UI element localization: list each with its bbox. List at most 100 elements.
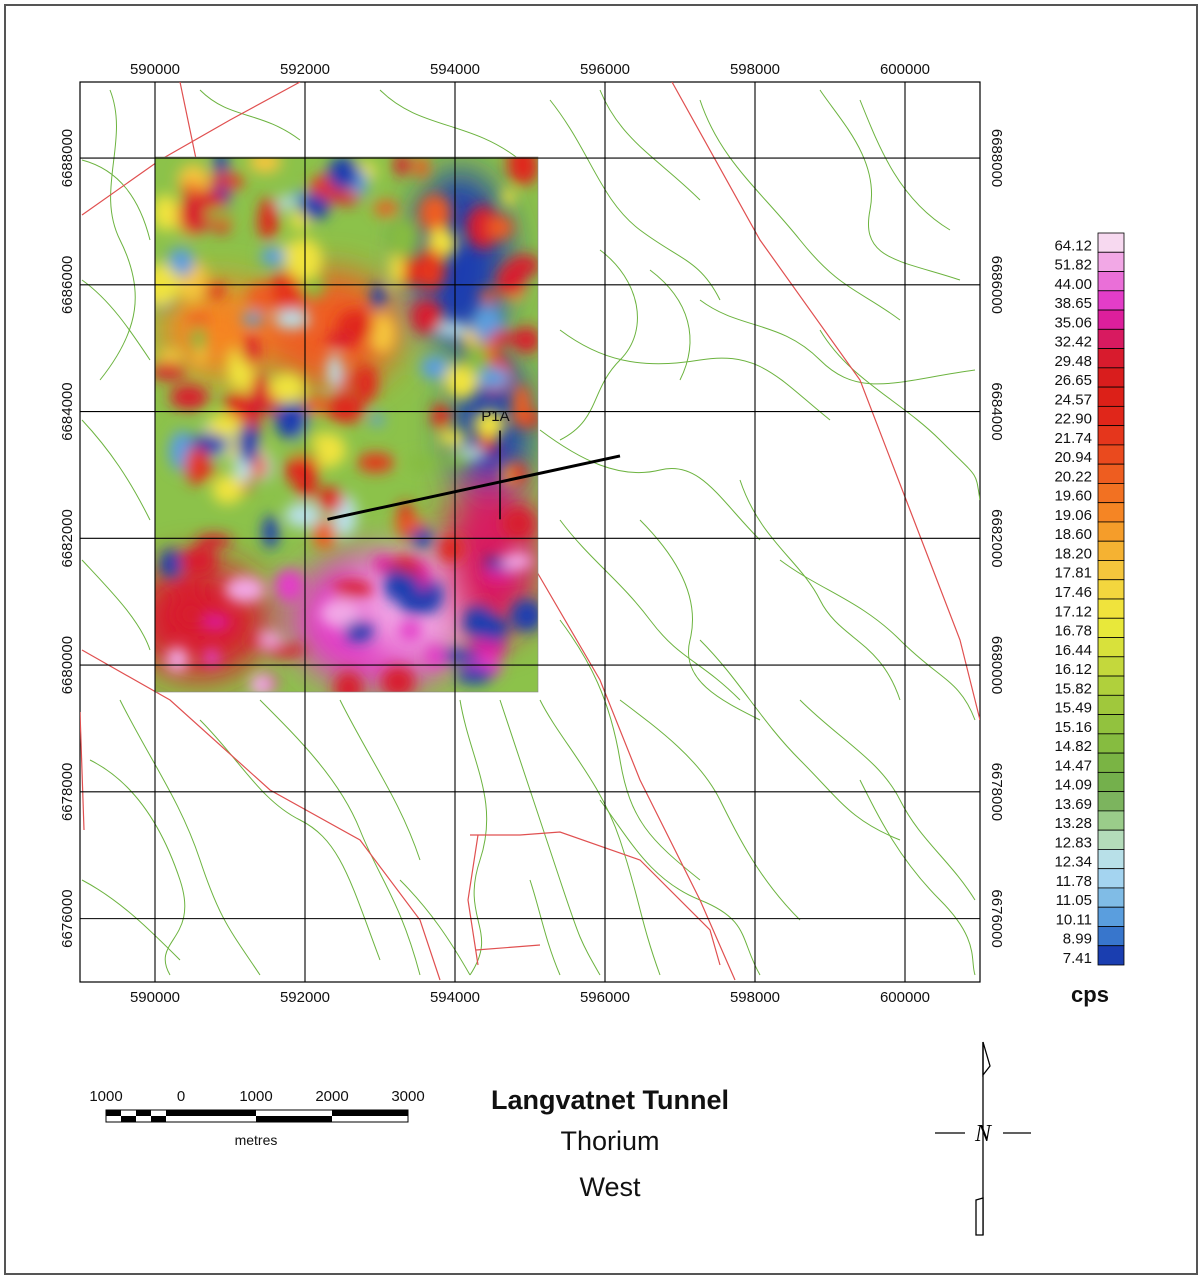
x-tick-label-top: 600000 bbox=[880, 61, 930, 78]
legend-value: 51.82 bbox=[1054, 257, 1092, 274]
legend-swatch bbox=[1097, 251, 1125, 272]
road-line bbox=[859, 779, 976, 976]
y-tick-label-right: 6684000 bbox=[988, 382, 1005, 440]
legend-swatch bbox=[1097, 560, 1125, 581]
x-tick-label-top: 590000 bbox=[130, 61, 180, 78]
profile-label: P1A bbox=[481, 408, 509, 425]
map-subtitle-element: Thorium bbox=[560, 1126, 660, 1156]
legend-swatch bbox=[1097, 425, 1125, 446]
coordinate-labels: 590000 590000 592000 592000 594000 594000 5960… bbox=[59, 61, 1005, 1006]
road-line bbox=[859, 99, 951, 231]
legend-swatch bbox=[1097, 348, 1125, 369]
road-line bbox=[199, 89, 301, 141]
y-tick-label-left: 6676000 bbox=[59, 889, 76, 947]
legend-value: 14.47 bbox=[1054, 757, 1092, 774]
legend-swatch bbox=[1097, 598, 1125, 619]
legend-value: 64.12 bbox=[1054, 237, 1092, 254]
y-tick-label-right: 6682000 bbox=[988, 509, 1005, 567]
road-line bbox=[559, 329, 831, 421]
road-line bbox=[619, 699, 801, 921]
road-line bbox=[99, 89, 136, 381]
map-frame bbox=[4, 4, 1198, 1275]
road-line bbox=[81, 879, 181, 961]
x-tick-label-bottom: 596000 bbox=[580, 989, 630, 1006]
legend-swatch bbox=[1097, 617, 1125, 638]
legend-swatch bbox=[1097, 791, 1125, 812]
road-line bbox=[699, 99, 901, 321]
x-tick-label-bottom: 600000 bbox=[880, 989, 930, 1006]
scale-label: 2000 bbox=[315, 1088, 348, 1105]
x-tick-label-bottom: 594000 bbox=[430, 989, 480, 1006]
x-tick-label-top: 594000 bbox=[430, 61, 480, 78]
fault-line bbox=[81, 82, 301, 216]
road-line bbox=[699, 299, 976, 385]
x-tick-label-bottom: 598000 bbox=[730, 989, 780, 1006]
x-tick-label-bottom: 590000 bbox=[130, 989, 180, 1006]
legend-swatch bbox=[1097, 444, 1125, 465]
legend-value: 17.12 bbox=[1054, 603, 1092, 620]
legend-value: 15.49 bbox=[1054, 700, 1092, 717]
road-line bbox=[499, 699, 601, 976]
legend-value: 8.99 bbox=[1063, 931, 1092, 948]
legend-swatch bbox=[1097, 887, 1125, 908]
road-line bbox=[799, 699, 976, 901]
legend-value: 19.06 bbox=[1054, 507, 1092, 524]
legend-value: 16.78 bbox=[1054, 623, 1092, 640]
north-arrow: N bbox=[935, 1041, 1031, 1236]
y-tick-label-right: 6678000 bbox=[988, 763, 1005, 821]
legend-swatch bbox=[1097, 463, 1125, 484]
legend-value: 18.60 bbox=[1054, 526, 1092, 543]
legend-swatch bbox=[1097, 829, 1125, 850]
x-tick-label-top: 592000 bbox=[280, 61, 330, 78]
road-line bbox=[539, 699, 661, 976]
faults-layer bbox=[80, 82, 980, 981]
fault-line bbox=[80, 711, 85, 831]
legend-value: 32.42 bbox=[1054, 334, 1092, 351]
map-subtitle-area: West bbox=[579, 1172, 641, 1202]
legend-swatch bbox=[1097, 367, 1125, 388]
fault-line bbox=[671, 82, 980, 721]
legend-value: 20.22 bbox=[1054, 468, 1092, 485]
legend-swatch bbox=[1097, 810, 1125, 831]
legend-value: 15.16 bbox=[1054, 719, 1092, 736]
x-tick-label-top: 598000 bbox=[730, 61, 780, 78]
road-line bbox=[559, 249, 638, 441]
scale-unit: metres bbox=[235, 1132, 278, 1148]
legend-value: 18.20 bbox=[1054, 545, 1092, 562]
legend-value: 24.57 bbox=[1054, 391, 1092, 408]
legend-swatch bbox=[1097, 945, 1125, 966]
y-tick-label-right: 6676000 bbox=[988, 889, 1005, 947]
legend-swatch bbox=[1097, 328, 1125, 349]
legend-value: 10.11 bbox=[1056, 911, 1092, 928]
legend-value: 20.94 bbox=[1054, 449, 1092, 466]
legend-swatch bbox=[1097, 521, 1125, 542]
legend-value: 16.44 bbox=[1054, 642, 1092, 659]
legend-value: 26.65 bbox=[1054, 372, 1092, 389]
road-line bbox=[81, 419, 151, 521]
legend-value: 7.41 bbox=[1063, 950, 1092, 967]
legend-value: 17.81 bbox=[1054, 565, 1092, 582]
legend-value: 15.82 bbox=[1054, 680, 1092, 697]
legend-value: 22.90 bbox=[1054, 411, 1092, 428]
y-tick-label-left: 6680000 bbox=[59, 636, 76, 694]
y-tick-label-left: 6682000 bbox=[59, 509, 76, 567]
legend-value: 16.12 bbox=[1054, 661, 1092, 678]
legend-swatch bbox=[1097, 483, 1125, 504]
road-line bbox=[779, 559, 976, 721]
legend-swatch bbox=[1097, 656, 1125, 677]
legend-swatch bbox=[1097, 714, 1125, 735]
road-line bbox=[379, 89, 521, 161]
y-tick-label-left: 6686000 bbox=[59, 256, 76, 314]
road-line bbox=[599, 89, 701, 201]
fault-line bbox=[529, 559, 736, 981]
color-legend: 64.12 51.82 44.00 38.65 35.06 32.42 29.48 26.65… bbox=[1054, 232, 1125, 967]
road-line bbox=[339, 699, 421, 861]
road-line bbox=[81, 159, 151, 241]
x-tick-label-top: 596000 bbox=[580, 61, 630, 78]
scale-label: 1000 bbox=[239, 1088, 272, 1105]
road-line bbox=[559, 619, 701, 881]
y-tick-label-left: 6684000 bbox=[59, 382, 76, 440]
road-line bbox=[699, 639, 901, 841]
road-line bbox=[639, 519, 761, 721]
legend-value: 14.82 bbox=[1054, 738, 1092, 755]
